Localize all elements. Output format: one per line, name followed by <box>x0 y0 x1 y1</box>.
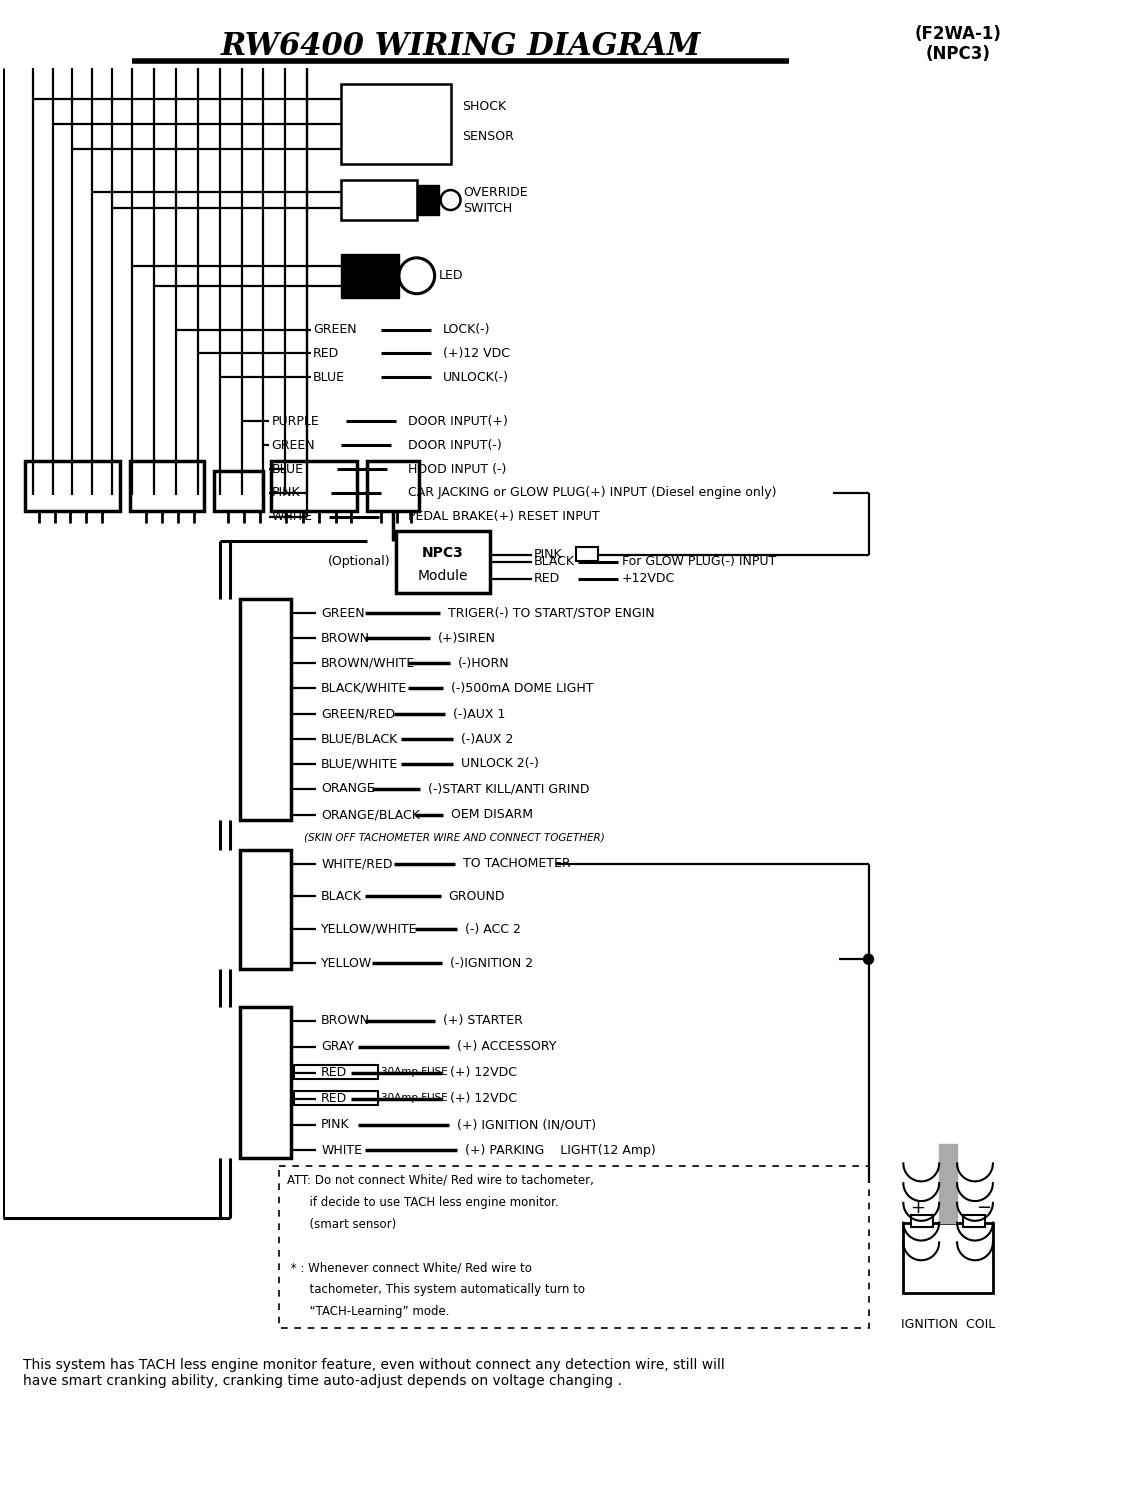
Text: 30Amp FUSE: 30Amp FUSE <box>380 1066 447 1077</box>
Bar <box>240 599 291 820</box>
Text: WHITE: WHITE <box>321 1144 362 1157</box>
Bar <box>367 462 419 511</box>
Text: BROWN: BROWN <box>321 631 370 645</box>
Text: BROWN: BROWN <box>321 1014 370 1027</box>
Text: BLUE: BLUE <box>272 463 303 475</box>
Text: BLACK: BLACK <box>534 555 575 569</box>
Bar <box>272 462 357 511</box>
Bar <box>280 1166 868 1328</box>
Text: (-)START KILL/ANTI GRIND: (-)START KILL/ANTI GRIND <box>428 782 590 795</box>
Text: +12VDC: +12VDC <box>621 572 675 585</box>
Bar <box>911 1215 933 1227</box>
Text: (+) STARTER: (+) STARTER <box>443 1014 523 1027</box>
Text: RW6400 WIRING DIAGRAM: RW6400 WIRING DIAGRAM <box>221 31 701 61</box>
Bar <box>940 1144 957 1222</box>
Text: GROUND: GROUND <box>448 890 505 902</box>
Text: ATT: Do not connect White/ Red wire to tachometer,: ATT: Do not connect White/ Red wire to t… <box>288 1173 594 1187</box>
Text: “TACH-Learning” mode.: “TACH-Learning” mode. <box>288 1306 449 1318</box>
Text: (SKIN OFF TACHOMETER WIRE AND CONNECT TOGETHER): (SKIN OFF TACHOMETER WIRE AND CONNECT TO… <box>305 832 604 843</box>
Text: SENSOR: SENSOR <box>463 130 514 143</box>
Text: BROWN/WHITE: BROWN/WHITE <box>321 657 415 670</box>
Text: PINK: PINK <box>534 548 563 561</box>
Text: DOOR INPUT(-): DOOR INPUT(-) <box>408 439 501 451</box>
Bar <box>294 1065 378 1078</box>
Text: RED: RED <box>321 1066 348 1080</box>
Text: HOOD INPUT (-): HOOD INPUT (-) <box>408 463 506 475</box>
Bar <box>214 471 264 511</box>
Text: BLUE/WHITE: BLUE/WHITE <box>321 758 398 770</box>
Text: WHITE/RED: WHITE/RED <box>321 858 393 870</box>
Bar <box>341 85 451 164</box>
Bar <box>341 180 417 220</box>
Text: YELLOW/WHITE: YELLOW/WHITE <box>321 923 418 935</box>
Text: (-)HORN: (-)HORN <box>457 657 509 670</box>
Text: YELLOW: YELLOW <box>321 956 372 969</box>
Text: −: − <box>976 1199 992 1218</box>
Text: RED: RED <box>321 1091 348 1105</box>
Text: (+) IGNITION (IN/OUT): (+) IGNITION (IN/OUT) <box>457 1118 597 1132</box>
Text: GREEN/RED: GREEN/RED <box>321 707 395 721</box>
Text: DOOR INPUT(+): DOOR INPUT(+) <box>408 415 507 427</box>
Text: (+) PARKING    LIGHT(12 Amp): (+) PARKING LIGHT(12 Amp) <box>464 1144 655 1157</box>
Bar <box>25 462 120 511</box>
Text: RED: RED <box>314 347 340 360</box>
Text: (F2WA-1)
(NPC3): (F2WA-1) (NPC3) <box>915 25 1002 64</box>
Bar <box>240 850 291 969</box>
Text: (smart sensor): (smart sensor) <box>288 1218 396 1231</box>
Text: SWITCH: SWITCH <box>463 201 513 214</box>
Text: +: + <box>910 1199 925 1218</box>
Text: (-) ACC 2: (-) ACC 2 <box>465 923 521 935</box>
Text: This system has TACH less engine monitor feature, even without connect any detec: This system has TACH less engine monitor… <box>23 1358 724 1388</box>
Bar <box>576 546 598 561</box>
Text: PEDAL BRAKE(+) RESET INPUT: PEDAL BRAKE(+) RESET INPUT <box>408 511 600 523</box>
Text: if decide to use TACH less engine monitor.: if decide to use TACH less engine monito… <box>288 1196 559 1209</box>
Text: GRAY: GRAY <box>321 1041 354 1053</box>
Text: BLUE: BLUE <box>314 371 345 384</box>
Text: BLUE/BLACK: BLUE/BLACK <box>321 733 398 746</box>
Text: (+)SIREN: (+)SIREN <box>438 631 496 645</box>
Text: NPC3: NPC3 <box>422 545 463 560</box>
Text: PINK: PINK <box>272 487 300 499</box>
Text: OVERRIDE: OVERRIDE <box>463 186 529 198</box>
Bar <box>130 462 204 511</box>
Text: TO TACHOMETER: TO TACHOMETER <box>463 858 571 870</box>
Circle shape <box>864 954 874 965</box>
Text: (-)500mA DOME LIGHT: (-)500mA DOME LIGHT <box>451 682 593 695</box>
Text: (-)AUX 2: (-)AUX 2 <box>461 733 513 746</box>
Bar <box>417 185 438 214</box>
Text: PURPLE: PURPLE <box>272 415 319 427</box>
Text: GREEN: GREEN <box>321 608 365 619</box>
Text: BLACK: BLACK <box>321 890 362 902</box>
Bar <box>294 1091 378 1105</box>
Text: TRIGER(-) TO START/STOP ENGIN: TRIGER(-) TO START/STOP ENGIN <box>447 608 654 619</box>
Text: IGNITION  COIL: IGNITION COIL <box>901 1318 995 1331</box>
Text: GREEN: GREEN <box>272 439 315 451</box>
Text: For GLOW PLUG(-) INPUT: For GLOW PLUG(-) INPUT <box>621 555 775 569</box>
Text: CAR JACKING or GLOW PLUG(+) INPUT (Diesel engine only): CAR JACKING or GLOW PLUG(+) INPUT (Diese… <box>408 487 777 499</box>
Text: LOCK(-): LOCK(-) <box>443 323 490 337</box>
Text: 30Amp FUSE: 30Amp FUSE <box>380 1093 447 1103</box>
Text: PINK: PINK <box>321 1118 350 1132</box>
Text: WHITE: WHITE <box>272 511 312 523</box>
Bar <box>240 1007 291 1158</box>
Text: UNLOCK(-): UNLOCK(-) <box>443 371 508 384</box>
Text: RED: RED <box>534 572 560 585</box>
Bar <box>341 253 398 298</box>
Text: GREEN: GREEN <box>314 323 357 337</box>
Text: SHOCK: SHOCK <box>463 100 507 113</box>
Bar <box>963 1215 985 1227</box>
Text: Module: Module <box>418 569 468 582</box>
Text: (-)IGNITION 2: (-)IGNITION 2 <box>449 956 533 969</box>
Bar <box>903 1222 993 1292</box>
Text: (+) 12VDC: (+) 12VDC <box>451 1066 517 1080</box>
Text: tachometer, This system automatically turn to: tachometer, This system automatically tu… <box>288 1284 585 1297</box>
Text: * : Whenever connect White/ Red wire to: * : Whenever connect White/ Red wire to <box>288 1261 532 1275</box>
Bar <box>396 530 490 593</box>
Text: ORANGE/BLACK: ORANGE/BLACK <box>321 809 420 822</box>
Text: BLACK/WHITE: BLACK/WHITE <box>321 682 408 695</box>
Text: (Optional): (Optional) <box>328 555 391 569</box>
Text: ORANGE: ORANGE <box>321 782 375 795</box>
Text: (+)12 VDC: (+)12 VDC <box>443 347 509 360</box>
Text: OEM DISARM: OEM DISARM <box>451 809 533 822</box>
Text: (+) 12VDC: (+) 12VDC <box>451 1091 517 1105</box>
